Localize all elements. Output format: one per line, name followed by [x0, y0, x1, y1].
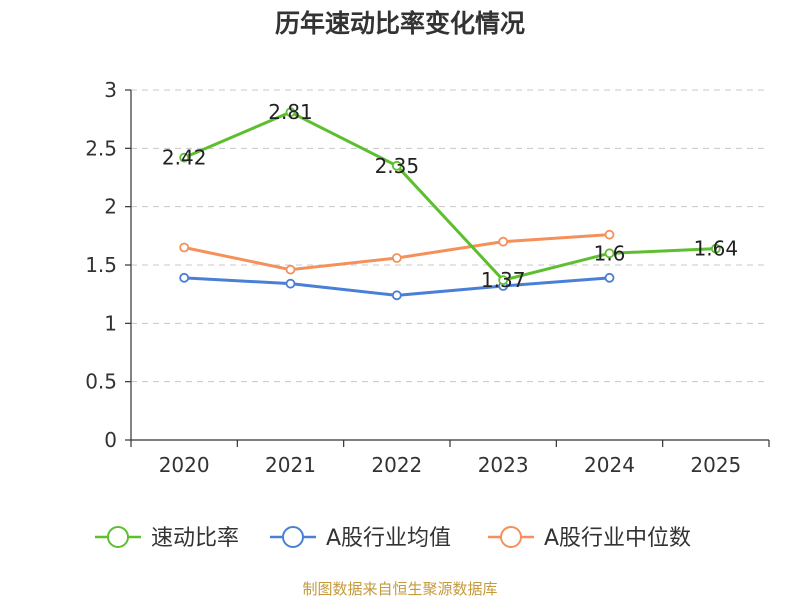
source-note: 制图数据来自恒生聚源数据库 — [302, 580, 497, 598]
legend-label: A股行业均值 — [326, 526, 451, 551]
data-point — [179, 272, 190, 283]
legend-marker — [107, 526, 129, 548]
data-point — [179, 152, 190, 163]
legend-label: A股行业中位数 — [544, 526, 691, 551]
data-point — [391, 290, 402, 301]
legend-label: 速动比率 — [151, 526, 239, 551]
data-point — [285, 264, 296, 275]
y-tick-label: 1.5 — [85, 253, 117, 277]
axes: 0 0.5 1 1.5 2 2.5 3 2020 2021 2022 2023 2024 2025 — [85, 78, 770, 477]
data-point — [604, 272, 615, 283]
x-tick-label: 2021 — [265, 453, 316, 477]
data-point — [285, 107, 296, 118]
x-tick-label: 2023 — [478, 453, 529, 477]
data-point — [498, 236, 509, 247]
y-tick-label: 0 — [104, 428, 117, 452]
legend-marker — [282, 526, 304, 548]
legend: 速动比率 A股行业均值 A股行业中位数 — [95, 526, 691, 551]
x-tick-label: 2020 — [159, 453, 210, 477]
data-point — [285, 278, 296, 289]
data-labels: 2.42 2.81 2.35 1.37 1.6 1.64 — [162, 100, 738, 292]
grid-lines — [131, 89, 769, 383]
series-line — [183, 233, 610, 272]
data-point — [604, 248, 615, 259]
data-label: 1.64 — [694, 237, 739, 261]
chart-title: 历年速动比率变化情况 — [275, 9, 525, 38]
y-tick-label: 2 — [104, 195, 117, 219]
data-point — [179, 242, 190, 253]
x-tick-label: 2025 — [690, 453, 741, 477]
x-tick-label: 2022 — [371, 453, 422, 477]
y-tick-label: 2.5 — [85, 136, 117, 160]
data-label: 1.37 — [481, 268, 526, 292]
data-label: 1.6 — [594, 241, 626, 265]
data-point — [498, 275, 509, 286]
y-tick-label: 0.5 — [85, 370, 117, 394]
data-label: 2.81 — [268, 100, 313, 124]
data-label: 2.42 — [162, 146, 207, 170]
data-label: 2.35 — [375, 154, 420, 178]
y-tick-label: 3 — [104, 78, 117, 102]
data-point — [391, 253, 402, 263]
x-tick-label: 2024 — [584, 453, 635, 477]
data-point — [391, 160, 402, 171]
series-lines — [179, 107, 721, 301]
data-point — [604, 229, 615, 240]
series-line — [183, 110, 716, 282]
data-point — [710, 243, 721, 254]
legend-marker — [500, 526, 522, 548]
y-tick-label: 1 — [104, 311, 117, 335]
